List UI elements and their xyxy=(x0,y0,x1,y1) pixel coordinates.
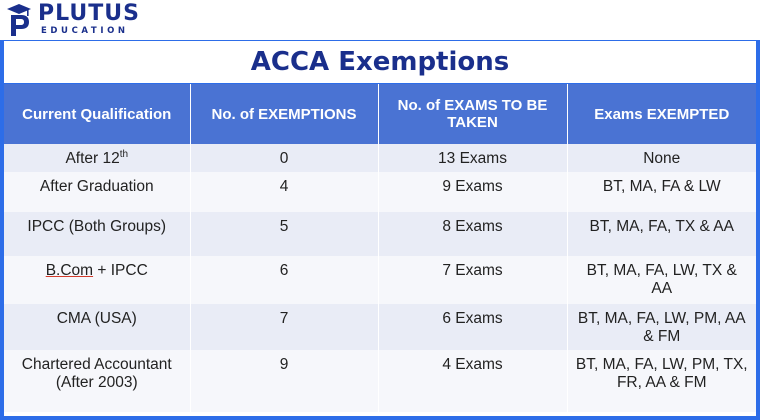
cell-exemptions: 4 xyxy=(190,172,379,212)
exemptions-table-container: Current Qualification No. of EXEMPTIONS … xyxy=(4,84,756,416)
cell-exempted: BT, MA, FA, LW, PM, TX, FR, AA & FM xyxy=(567,350,756,412)
cell-exemptions: 0 xyxy=(190,144,379,172)
cell-qualification: After Graduation xyxy=(4,172,191,212)
table-row: B.Com + IPCC 6 7 Exams BT, MA, FA, LW, T… xyxy=(4,256,756,304)
header-exams-to-take: No. of EXAMS TO BE TAKEN xyxy=(378,84,568,144)
cell-exams: 9 Exams xyxy=(378,172,568,212)
table-row: Chartered Accountant (After 2003) 9 4 Ex… xyxy=(4,350,756,412)
qualification-text: After 12 xyxy=(65,150,120,167)
logo: PLUTUS EDUCATION xyxy=(0,0,760,40)
cell-exams: 6 Exams xyxy=(378,304,568,350)
qualification-underlined-text: B.Com xyxy=(45,262,94,279)
cell-exams: 7 Exams xyxy=(378,256,568,304)
qualification-text: + IPCC xyxy=(93,262,148,279)
page-title: ACCA Exemptions xyxy=(4,41,756,83)
cell-qualification: CMA (USA) xyxy=(4,304,191,350)
cell-exempted: BT, MA, FA, TX & AA xyxy=(567,212,756,256)
cell-exams: 4 Exams xyxy=(378,350,568,412)
table-row: After 12th 0 13 Exams None xyxy=(4,144,756,172)
cell-exemptions: 6 xyxy=(190,256,379,304)
graduation-cap-p-icon xyxy=(7,4,31,36)
cell-exams: 13 Exams xyxy=(378,144,568,172)
cell-qualification: B.Com + IPCC xyxy=(4,256,191,304)
cell-qualification: IPCC (Both Groups) xyxy=(4,212,191,256)
cell-exams: 8 Exams xyxy=(378,212,568,256)
cell-exemptions: 7 xyxy=(190,304,379,350)
cell-qualification: After 12th xyxy=(4,144,191,172)
logo-subtitle: EDUCATION xyxy=(41,26,129,36)
header-exams-exempted: Exams EXEMPTED xyxy=(567,84,756,144)
logo-wordmark: PLUTUS xyxy=(38,1,140,26)
cell-exempted: None xyxy=(567,144,756,172)
header-exemptions: No. of EXEMPTIONS xyxy=(190,84,379,144)
table-row: After Graduation 4 9 Exams BT, MA, FA & … xyxy=(4,172,756,212)
exemptions-table: Current Qualification No. of EXEMPTIONS … xyxy=(4,84,756,412)
table-header-row: Current Qualification No. of EXEMPTIONS … xyxy=(4,84,756,144)
cell-exemptions: 9 xyxy=(190,350,379,412)
cell-exemptions: 5 xyxy=(190,212,379,256)
table-row: CMA (USA) 7 6 Exams BT, MA, FA, LW, PM, … xyxy=(4,304,756,350)
qualification-superscript: th xyxy=(119,148,129,160)
table-row: IPCC (Both Groups) 5 8 Exams BT, MA, FA,… xyxy=(4,212,756,256)
cell-exempted: BT, MA, FA, LW, PM, AA & FM xyxy=(567,304,756,350)
cell-exempted: BT, MA, FA & LW xyxy=(567,172,756,212)
cell-exempted: BT, MA, FA, LW, TX & AA xyxy=(567,256,756,304)
cell-qualification: Chartered Accountant (After 2003) xyxy=(4,350,191,412)
header-qualification: Current Qualification xyxy=(4,84,191,144)
